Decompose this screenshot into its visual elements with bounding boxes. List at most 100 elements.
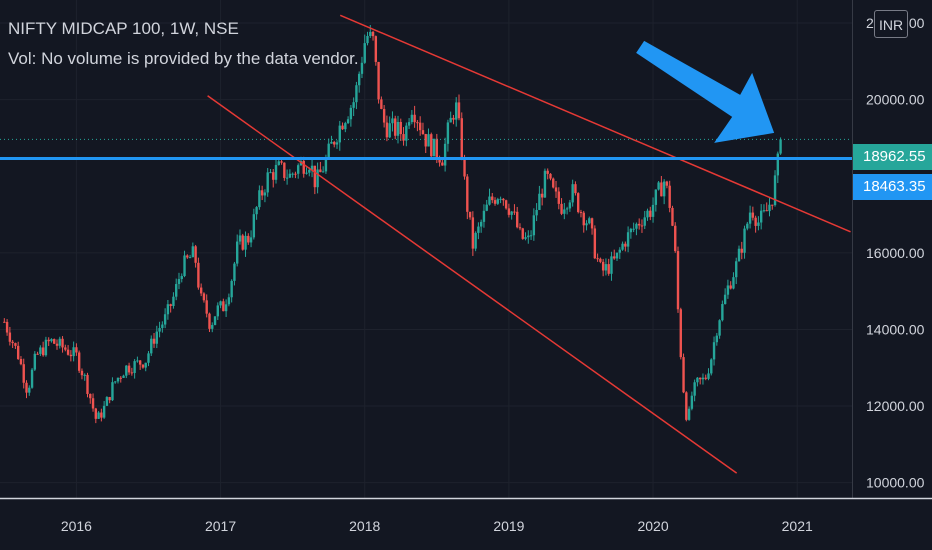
candle-body bbox=[707, 373, 710, 379]
candle-body bbox=[19, 358, 23, 365]
candle-body bbox=[560, 203, 563, 214]
candle-body bbox=[471, 217, 475, 249]
candle-body bbox=[127, 365, 131, 373]
symbol-title[interactable]: NIFTY MIDCAP 100, 1W, NSE bbox=[8, 19, 239, 38]
candle-body bbox=[593, 228, 597, 259]
candle-body bbox=[737, 248, 741, 262]
candle-body bbox=[643, 217, 646, 226]
candle-body bbox=[136, 360, 139, 362]
candle-body bbox=[543, 170, 547, 198]
candle-body bbox=[86, 374, 89, 394]
candle-body bbox=[22, 364, 25, 383]
candle-body bbox=[452, 117, 455, 120]
candle-body bbox=[333, 141, 336, 145]
candle-body bbox=[108, 397, 111, 401]
trendline-upper[interactable] bbox=[339, 14, 851, 233]
candle-body bbox=[161, 324, 164, 329]
candle-body bbox=[698, 377, 702, 380]
candle-body bbox=[138, 360, 142, 365]
candle-body bbox=[233, 263, 236, 281]
candle-body bbox=[632, 228, 635, 230]
candle-body bbox=[349, 107, 353, 120]
candle-body bbox=[296, 165, 300, 174]
candle-body bbox=[249, 237, 253, 243]
candle-body bbox=[155, 331, 159, 344]
candle-body bbox=[122, 375, 125, 378]
candle-body bbox=[751, 212, 755, 218]
candle-body bbox=[30, 369, 34, 388]
candle-body bbox=[355, 85, 358, 103]
candle-body bbox=[89, 393, 92, 399]
candle-body bbox=[493, 200, 497, 204]
candle-body bbox=[416, 122, 419, 124]
candles-layer bbox=[3, 25, 782, 424]
arrow-annotation[interactable] bbox=[636, 40, 775, 143]
candle-body bbox=[732, 277, 735, 289]
candle-body bbox=[585, 223, 588, 226]
currency-button[interactable]: INR bbox=[874, 10, 908, 38]
candle-body bbox=[443, 143, 447, 166]
candle-body bbox=[222, 301, 225, 312]
level-price-label: 18463.35 bbox=[853, 174, 932, 200]
candle-body bbox=[58, 338, 61, 346]
candle-body bbox=[430, 134, 433, 157]
candle-body bbox=[130, 372, 134, 374]
time-axis[interactable]: 2016 2017 2018 2019 2020 2021 bbox=[61, 518, 813, 534]
candle-body bbox=[382, 108, 386, 123]
time-tick-label: 2016 bbox=[61, 518, 92, 534]
candle-body bbox=[421, 130, 425, 135]
candle-body bbox=[199, 287, 203, 294]
candle-body bbox=[637, 223, 641, 226]
candle-body bbox=[28, 387, 31, 393]
candle-body bbox=[771, 204, 774, 206]
candle-body bbox=[313, 165, 317, 188]
candle-body bbox=[748, 212, 752, 224]
candle-body bbox=[14, 343, 17, 346]
candle-body bbox=[44, 339, 48, 356]
candle-body bbox=[571, 184, 574, 203]
candle-body bbox=[316, 169, 319, 188]
candle-body bbox=[330, 141, 333, 144]
candle-body bbox=[438, 157, 441, 163]
candle-body bbox=[380, 99, 383, 109]
candle-body bbox=[283, 162, 286, 178]
candle-body bbox=[338, 125, 341, 143]
candle-body bbox=[308, 169, 311, 173]
time-tick-label: 2021 bbox=[782, 518, 813, 534]
candle-body bbox=[635, 223, 638, 229]
candle-body bbox=[285, 177, 289, 179]
candle-body bbox=[105, 397, 109, 406]
candle-body bbox=[53, 339, 56, 344]
candle-body bbox=[604, 264, 608, 271]
last-price-label: 18962.55 bbox=[853, 144, 932, 170]
candle-body bbox=[773, 175, 777, 206]
candle-body bbox=[294, 173, 297, 175]
drawings-layer bbox=[0, 14, 852, 474]
candle-body bbox=[668, 185, 671, 208]
candle-body bbox=[172, 296, 175, 306]
candle-body bbox=[388, 123, 391, 138]
price-tick-label: 20000.00 bbox=[866, 92, 925, 108]
candle-body bbox=[696, 377, 699, 383]
candle-body bbox=[3, 321, 6, 323]
candle-body bbox=[735, 261, 738, 278]
candle-body bbox=[463, 157, 466, 177]
candle-body bbox=[357, 73, 361, 86]
candle-body bbox=[366, 35, 369, 44]
candle-body bbox=[507, 208, 511, 215]
candle-body bbox=[77, 352, 81, 371]
candle-body bbox=[516, 211, 519, 228]
candle-body bbox=[266, 172, 269, 193]
candle-body bbox=[599, 258, 602, 262]
candle-body bbox=[391, 118, 394, 124]
candle-body bbox=[418, 122, 422, 131]
candle-body bbox=[252, 214, 256, 238]
candle-body bbox=[377, 61, 380, 100]
candle-body bbox=[188, 257, 192, 259]
candle-body bbox=[557, 191, 560, 204]
candle-body bbox=[629, 228, 633, 233]
candle-body bbox=[527, 235, 530, 238]
candle-body bbox=[410, 114, 414, 123]
candle-body bbox=[479, 221, 483, 227]
